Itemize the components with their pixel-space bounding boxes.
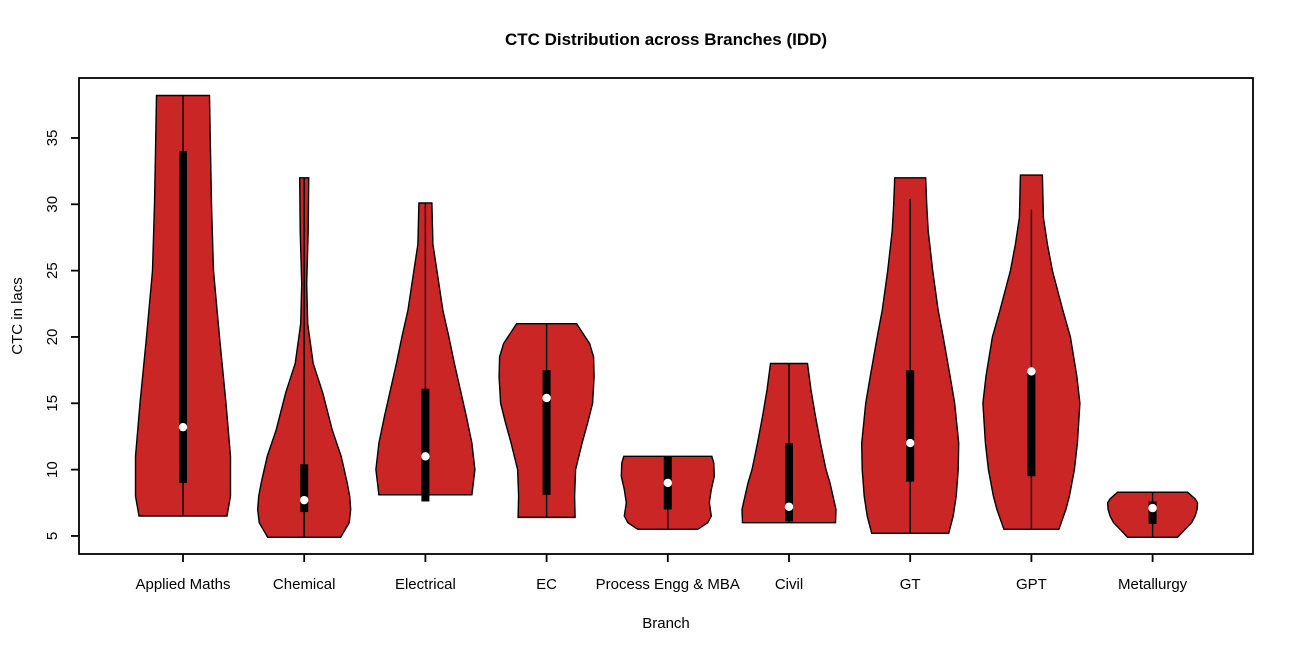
iqr-box bbox=[179, 151, 187, 483]
iqr-box bbox=[785, 443, 793, 522]
violin-metallurgy bbox=[1106, 491, 1199, 538]
median-dot bbox=[1027, 367, 1036, 376]
violin-gpt bbox=[982, 174, 1081, 531]
y-tick-label: 10 bbox=[44, 461, 61, 478]
violin-chemical bbox=[256, 177, 352, 538]
violin-applied-maths bbox=[134, 94, 232, 517]
violin-gt bbox=[860, 177, 960, 535]
x-axis-ticks: Applied Maths Chemical Electrical EC Process… bbox=[135, 554, 1188, 593]
iqr-box bbox=[300, 464, 309, 513]
y-tick-label: 30 bbox=[44, 196, 61, 213]
y-tick-label: 20 bbox=[44, 329, 61, 346]
median-dot bbox=[1148, 503, 1157, 513]
x-axis-label: Branch bbox=[642, 615, 690, 632]
median-dot bbox=[421, 452, 430, 461]
y-tick-label: 35 bbox=[44, 130, 61, 147]
violin-civil bbox=[741, 362, 837, 524]
median-dot bbox=[784, 502, 794, 511]
iqr-box bbox=[906, 370, 915, 482]
x-tick-label: Chemical bbox=[273, 576, 336, 593]
x-tick-label: Metallurgy bbox=[1118, 576, 1188, 593]
iqr-box bbox=[1148, 501, 1157, 525]
x-tick-label: Civil bbox=[775, 576, 803, 593]
x-tick-label: EC bbox=[536, 576, 557, 593]
chart-title: CTC Distribution across Branches (IDD) bbox=[505, 30, 827, 49]
violins bbox=[134, 94, 1199, 538]
violin-process-engg-mba bbox=[620, 455, 716, 531]
y-axis-label: CTC in lacs bbox=[9, 277, 26, 355]
plot-border bbox=[78, 77, 1254, 555]
y-axis-ticks: 5 10 15 20 25 30 35 bbox=[44, 130, 79, 540]
median-dot bbox=[663, 478, 672, 488]
y-tick-label: 25 bbox=[44, 262, 61, 279]
median-dot bbox=[300, 495, 309, 505]
iqr-box bbox=[542, 370, 551, 495]
violin-ec bbox=[498, 322, 595, 519]
iqr-box bbox=[1027, 372, 1036, 477]
x-tick-label: GT bbox=[900, 576, 921, 593]
x-tick-label: Process Engg & MBA bbox=[596, 576, 740, 593]
median-dot bbox=[906, 438, 915, 448]
violin-electrical bbox=[375, 202, 476, 502]
y-tick-label: 5 bbox=[44, 532, 61, 540]
x-tick-label: GPT bbox=[1016, 576, 1047, 593]
median-dot bbox=[178, 422, 188, 432]
y-tick-label: 15 bbox=[44, 395, 61, 412]
x-tick-label: Electrical bbox=[395, 576, 456, 593]
iqr-box bbox=[421, 388, 430, 502]
x-tick-label: Applied Maths bbox=[135, 576, 230, 593]
median-dot bbox=[542, 393, 551, 403]
